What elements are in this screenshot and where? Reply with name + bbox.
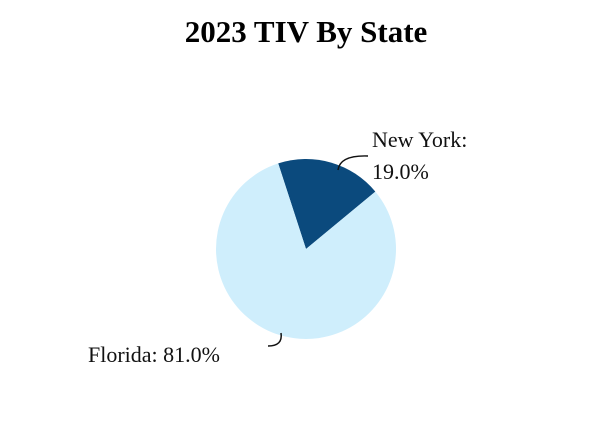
chart-title: 2023 TIV By State [184,14,428,49]
data-label: Florida: 81.0% [88,342,220,367]
leader-line [337,155,369,171]
data-label: New York: 19.0% [372,127,468,184]
pie-slice [278,159,376,249]
pie-slice [216,163,396,339]
leader-line [267,332,282,347]
